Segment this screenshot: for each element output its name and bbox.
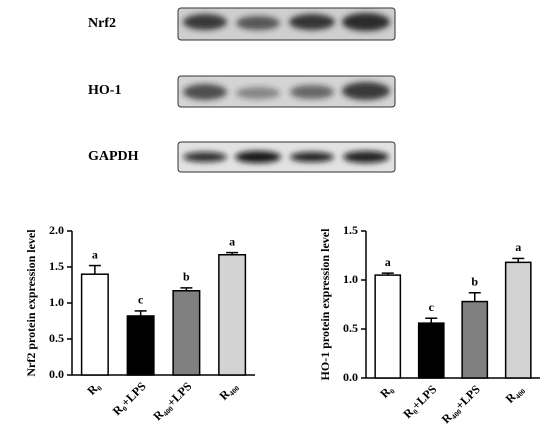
significance-letter: b xyxy=(183,270,190,284)
blot-nrf2 xyxy=(177,7,396,41)
y-tick-label: 0.0 xyxy=(49,367,64,381)
x-tick-label: R₄₀₀+LPS xyxy=(150,379,194,423)
y-tick-label: 1.0 xyxy=(49,295,64,309)
significance-letter: b xyxy=(471,274,478,288)
bar xyxy=(504,261,532,379)
y-tick-label: 0.0 xyxy=(343,370,358,384)
x-tick-label: R₀ xyxy=(84,379,103,398)
y-tick-label: 1.0 xyxy=(343,272,358,286)
blot-label: Nrf2 xyxy=(88,16,116,31)
bar xyxy=(461,300,489,379)
bar xyxy=(80,273,109,376)
x-tick-label: R₀ xyxy=(377,382,396,401)
x-tick-label: R₀+LPS xyxy=(110,379,149,418)
x-tick-label: R₀+LPS xyxy=(400,382,439,421)
blot-label: GAPDH xyxy=(88,149,139,164)
x-tick-label: R₄₀₀+LPS xyxy=(439,382,483,426)
y-tick-label: 1.5 xyxy=(49,259,64,273)
blot-label: HO-1 xyxy=(88,83,121,98)
significance-letter: c xyxy=(429,300,435,314)
bar xyxy=(218,254,247,376)
bar xyxy=(417,322,445,379)
blot-gapdh xyxy=(177,141,396,173)
y-tick-label: 0.5 xyxy=(49,331,64,345)
y-tick-label: 2.0 xyxy=(49,223,64,237)
x-tick-label: R₄₀₀ xyxy=(503,382,527,406)
bar xyxy=(126,315,155,376)
bar xyxy=(374,274,402,379)
significance-letter: a xyxy=(515,240,521,254)
y-axis-label: HO-1 protein expression level xyxy=(318,228,332,381)
blot-ho1 xyxy=(177,75,396,108)
significance-letter: a xyxy=(92,247,98,261)
y-tick-label: 1.5 xyxy=(343,223,358,237)
significance-letter: a xyxy=(385,255,391,269)
bar xyxy=(172,290,201,376)
y-axis-label: Nrf2 protein expression level xyxy=(24,229,38,377)
significance-letter: a xyxy=(229,234,235,248)
x-tick-label: R₄₀₀ xyxy=(217,379,241,403)
significance-letter: c xyxy=(138,293,144,307)
y-tick-label: 0.5 xyxy=(343,321,358,335)
